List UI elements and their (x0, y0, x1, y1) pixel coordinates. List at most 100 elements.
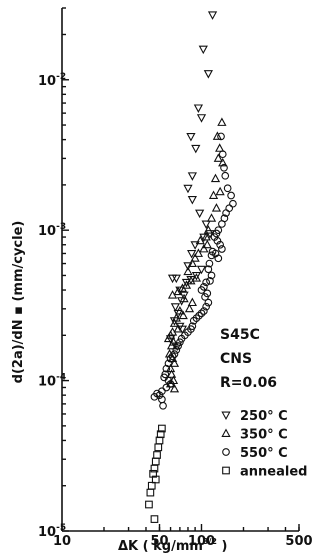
data-point-square (153, 451, 161, 459)
data-point-triangle-up (173, 324, 183, 333)
data-point-triangle-down (201, 220, 211, 230)
data-point-triangle-up (215, 143, 225, 152)
data-point-circle (220, 163, 228, 172)
data-point-triangle-up (210, 173, 221, 183)
data-point-triangle-up (187, 297, 197, 307)
data-point-triangle-up (163, 333, 174, 343)
data-point-circle (189, 316, 198, 325)
data-point-triangle-up (169, 383, 180, 393)
data-point-triangle-down (196, 265, 207, 275)
data-point-triangle-up (191, 273, 202, 282)
data-point-triangle-up (206, 213, 217, 222)
axis-labels: ΔK ( kg/mm3/2 ) d(2a)/dN ▪ (mm/cycle) (11, 221, 227, 554)
data-point-triangle-down (171, 274, 181, 284)
legend-marker-square (222, 466, 230, 475)
data-point-triangle-up (181, 280, 192, 289)
data-point-triangle-up (169, 358, 180, 367)
axes: 10-5 10-4 10-3 10-2 10 50 100 500 (38, 7, 313, 549)
y-tick-label: 10-4 (38, 373, 66, 390)
legend-entry: 550° C (222, 446, 288, 461)
data-point-circle (222, 209, 230, 217)
data-point-triangle-up (190, 253, 200, 262)
data-point-triangle-down (195, 209, 205, 219)
data-point-circle (204, 265, 213, 274)
data-point-square (150, 464, 159, 473)
data-point-circle (174, 342, 182, 350)
series-square (145, 424, 166, 523)
data-point-circle (221, 171, 230, 180)
data-point-triangle-down (207, 11, 218, 20)
data-point-triangle-up (166, 340, 177, 350)
data-point-square (151, 475, 160, 484)
data-point-triangle-up (199, 243, 209, 253)
data-point-triangle-down (187, 250, 197, 259)
data-point-circle (223, 184, 232, 193)
data-point-triangle-up (167, 290, 178, 299)
data-point-circle (202, 278, 211, 287)
data-point-triangle-up (187, 258, 197, 267)
data-point-square (150, 515, 159, 523)
data-point-triangle-down (191, 144, 201, 154)
data-point-triangle-up (195, 235, 205, 245)
legend-label: 550° C (240, 446, 288, 461)
data-point-square (154, 443, 163, 452)
data-point-triangle-up (208, 190, 219, 199)
data-point-triangle-up (177, 283, 188, 292)
data-point-square (146, 488, 155, 497)
data-point-triangle-up (171, 313, 181, 322)
data-point-triangle-up (212, 131, 223, 140)
data-point-circle (170, 350, 179, 358)
data-point-circle (225, 204, 234, 213)
data-point-circle (208, 247, 217, 256)
data-point-triangle-down (190, 241, 200, 250)
x-tick-label: 500 (285, 534, 312, 549)
legend-marker-triangle-down (221, 411, 231, 421)
x-tick-label: 50 (150, 534, 168, 549)
data-point-triangle-down (196, 114, 207, 123)
series-triangle-up (163, 117, 228, 393)
data-point-circle (197, 286, 206, 294)
legend: 250° C 350° C 550° C annealed (221, 409, 307, 480)
data-point-circle (197, 309, 206, 318)
data-point-circle (218, 150, 227, 159)
data-point-square (145, 500, 153, 509)
legend-entry: 350° C (221, 428, 288, 443)
data-point-triangle-down (170, 303, 181, 312)
data-point-triangle-up (203, 225, 213, 234)
data-point-circle (168, 352, 177, 361)
data-point-circle (177, 334, 186, 343)
data-point-circle (202, 302, 211, 311)
data-point-triangle-up (211, 203, 222, 212)
data-point-circle (227, 191, 235, 200)
annotation-line: S45C (220, 327, 260, 343)
data-point-triangle-up (173, 286, 183, 296)
data-point-triangle-down (198, 45, 208, 55)
data-point-circle (204, 298, 213, 307)
data-point-square (149, 469, 157, 478)
data-point-circle (195, 311, 203, 320)
data-point-triangle-up (175, 305, 185, 315)
data-point-circle (216, 240, 224, 249)
data-point-circle (162, 364, 171, 373)
legend-entry: annealed (222, 465, 307, 480)
data-point-triangle-up (215, 186, 225, 196)
data-point-circle (176, 338, 184, 347)
data-point-circle (200, 307, 208, 315)
data-point-triangle-down (167, 274, 178, 284)
data-point-triangle-up (193, 248, 204, 257)
data-point-circle (162, 383, 171, 392)
data-point-circle (205, 259, 214, 268)
data-point-triangle-down (199, 233, 209, 243)
data-point-circle (217, 132, 225, 141)
data-point-triangle-down (187, 196, 197, 205)
data-point-triangle-down (191, 272, 202, 281)
data-point-triangle-down (193, 104, 204, 113)
data-point-square (158, 424, 166, 433)
data-point-circle (164, 359, 173, 368)
y-tick-label: 10-3 (38, 222, 66, 239)
data-point-triangle-up (184, 303, 195, 313)
data-point-triangle-down (165, 335, 176, 344)
legend-marker-circle (222, 448, 230, 456)
data-point-triangle-up (213, 153, 223, 162)
